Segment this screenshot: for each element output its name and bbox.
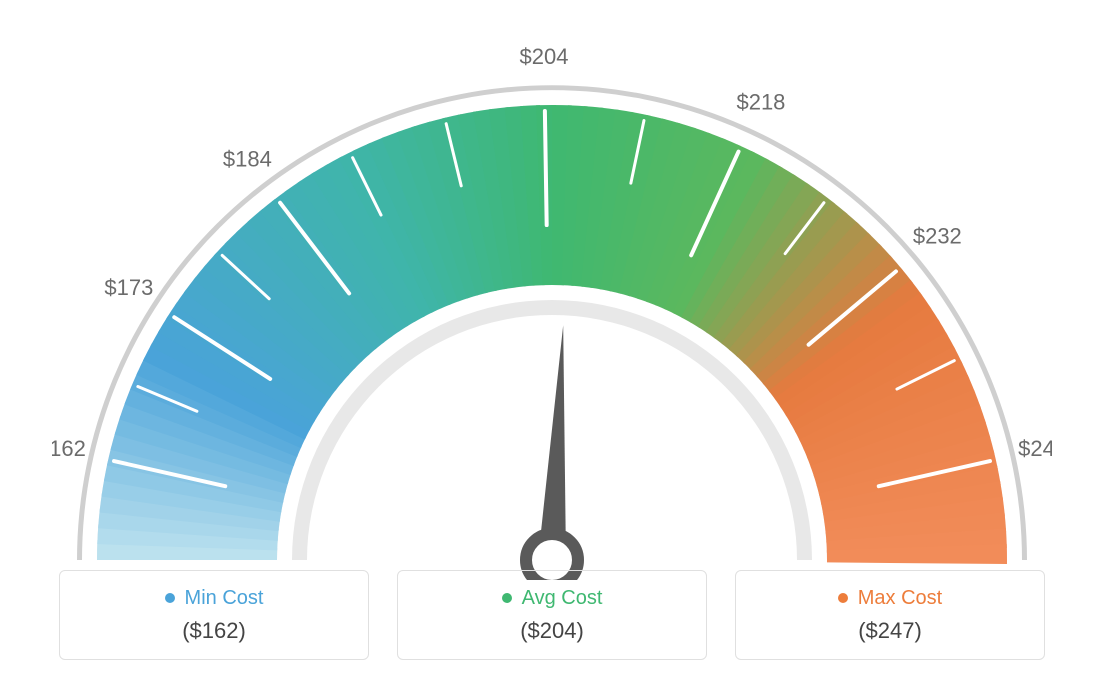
legend-min-title: Min Cost xyxy=(165,587,264,610)
dot-icon xyxy=(502,593,512,603)
svg-text:$204: $204 xyxy=(520,44,569,69)
dot-icon xyxy=(165,593,175,603)
legend-avg-box: Avg Cost ($204) xyxy=(397,570,707,660)
dot-icon xyxy=(838,593,848,603)
svg-text:$162: $162 xyxy=(52,436,86,461)
legend-avg-value: ($204) xyxy=(520,618,584,644)
legend-max-label: Max Cost xyxy=(858,587,942,610)
svg-text:$232: $232 xyxy=(913,224,962,249)
gauge-svg: $162 $173 $184 $204 $218 $232 $247 xyxy=(52,20,1052,580)
legend-min-box: Min Cost ($162) xyxy=(59,570,369,660)
legend-max-title: Max Cost xyxy=(838,587,942,610)
legend-max-value: ($247) xyxy=(858,618,922,644)
legend-row: Min Cost ($162) Avg Cost ($204) Max Cost… xyxy=(59,570,1045,660)
legend-min-label: Min Cost xyxy=(185,587,264,610)
cost-gauge: $162 $173 $184 $204 $218 $232 $247 xyxy=(52,20,1052,580)
legend-avg-title: Avg Cost xyxy=(502,587,603,610)
legend-avg-label: Avg Cost xyxy=(522,587,603,610)
svg-text:$173: $173 xyxy=(104,275,153,300)
legend-max-box: Max Cost ($247) xyxy=(735,570,1045,660)
svg-text:$247: $247 xyxy=(1018,436,1052,461)
svg-text:$184: $184 xyxy=(223,147,272,172)
legend-min-value: ($162) xyxy=(182,618,246,644)
svg-text:$218: $218 xyxy=(736,89,785,114)
